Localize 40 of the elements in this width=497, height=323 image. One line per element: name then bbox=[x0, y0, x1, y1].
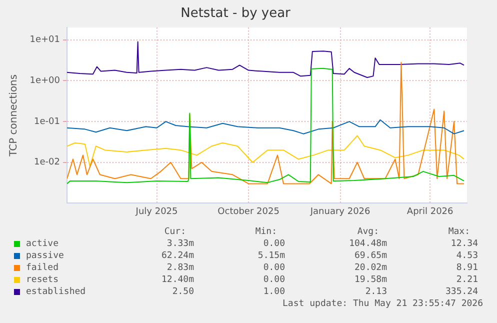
legend-label: resets bbox=[26, 275, 59, 285]
text: 0.00 bbox=[263, 263, 285, 273]
legend-label: active bbox=[26, 239, 59, 249]
text: 0.00 bbox=[263, 275, 285, 285]
chart-title: Netstat - by year bbox=[180, 6, 292, 22]
text: 12.40m bbox=[161, 275, 194, 285]
text: 3.33m bbox=[166, 239, 194, 249]
text: Last update: Thu May 21 23:55:47 2026 bbox=[282, 299, 483, 309]
text: 104.48m bbox=[349, 239, 387, 249]
x-tick-label: October 2025 bbox=[218, 206, 280, 217]
y-tick-label: 1e+00 bbox=[30, 76, 60, 86]
x-tick-label: July 2025 bbox=[134, 206, 178, 217]
text: Max: bbox=[448, 227, 470, 237]
text: Min: bbox=[255, 227, 277, 237]
legend-label: established bbox=[26, 287, 86, 297]
text: 2.13 bbox=[365, 287, 387, 297]
x-tick-label: January 2026 bbox=[309, 206, 371, 217]
y-axis-title: TCP connections bbox=[8, 74, 20, 158]
text: 69.65m bbox=[354, 251, 387, 261]
text: 2.21 bbox=[456, 275, 478, 285]
legend-label: failed bbox=[26, 263, 59, 273]
text: 335.24 bbox=[445, 287, 478, 297]
y-tick-label: 1e-02 bbox=[34, 158, 60, 168]
x-tick-label: April 2026 bbox=[406, 206, 454, 217]
text: 0.00 bbox=[263, 239, 285, 249]
legend-label: passive bbox=[26, 251, 64, 261]
y-tick-label: 1e-01 bbox=[34, 116, 60, 127]
text: 8.91 bbox=[456, 263, 478, 273]
text: 19.58m bbox=[354, 275, 387, 285]
text: Cur: bbox=[164, 227, 186, 237]
text: 62.24m bbox=[161, 251, 194, 261]
text: 2.50 bbox=[172, 287, 194, 297]
text: 5.15m bbox=[258, 251, 285, 261]
text: 20.02m bbox=[354, 263, 387, 273]
text: 2.83m bbox=[166, 263, 194, 273]
text: 4.53 bbox=[456, 251, 478, 261]
text: Avg: bbox=[357, 227, 379, 237]
text: 12.34 bbox=[450, 239, 478, 249]
text: 1.00 bbox=[263, 287, 285, 297]
y-tick-label: 1e+01 bbox=[30, 35, 60, 46]
